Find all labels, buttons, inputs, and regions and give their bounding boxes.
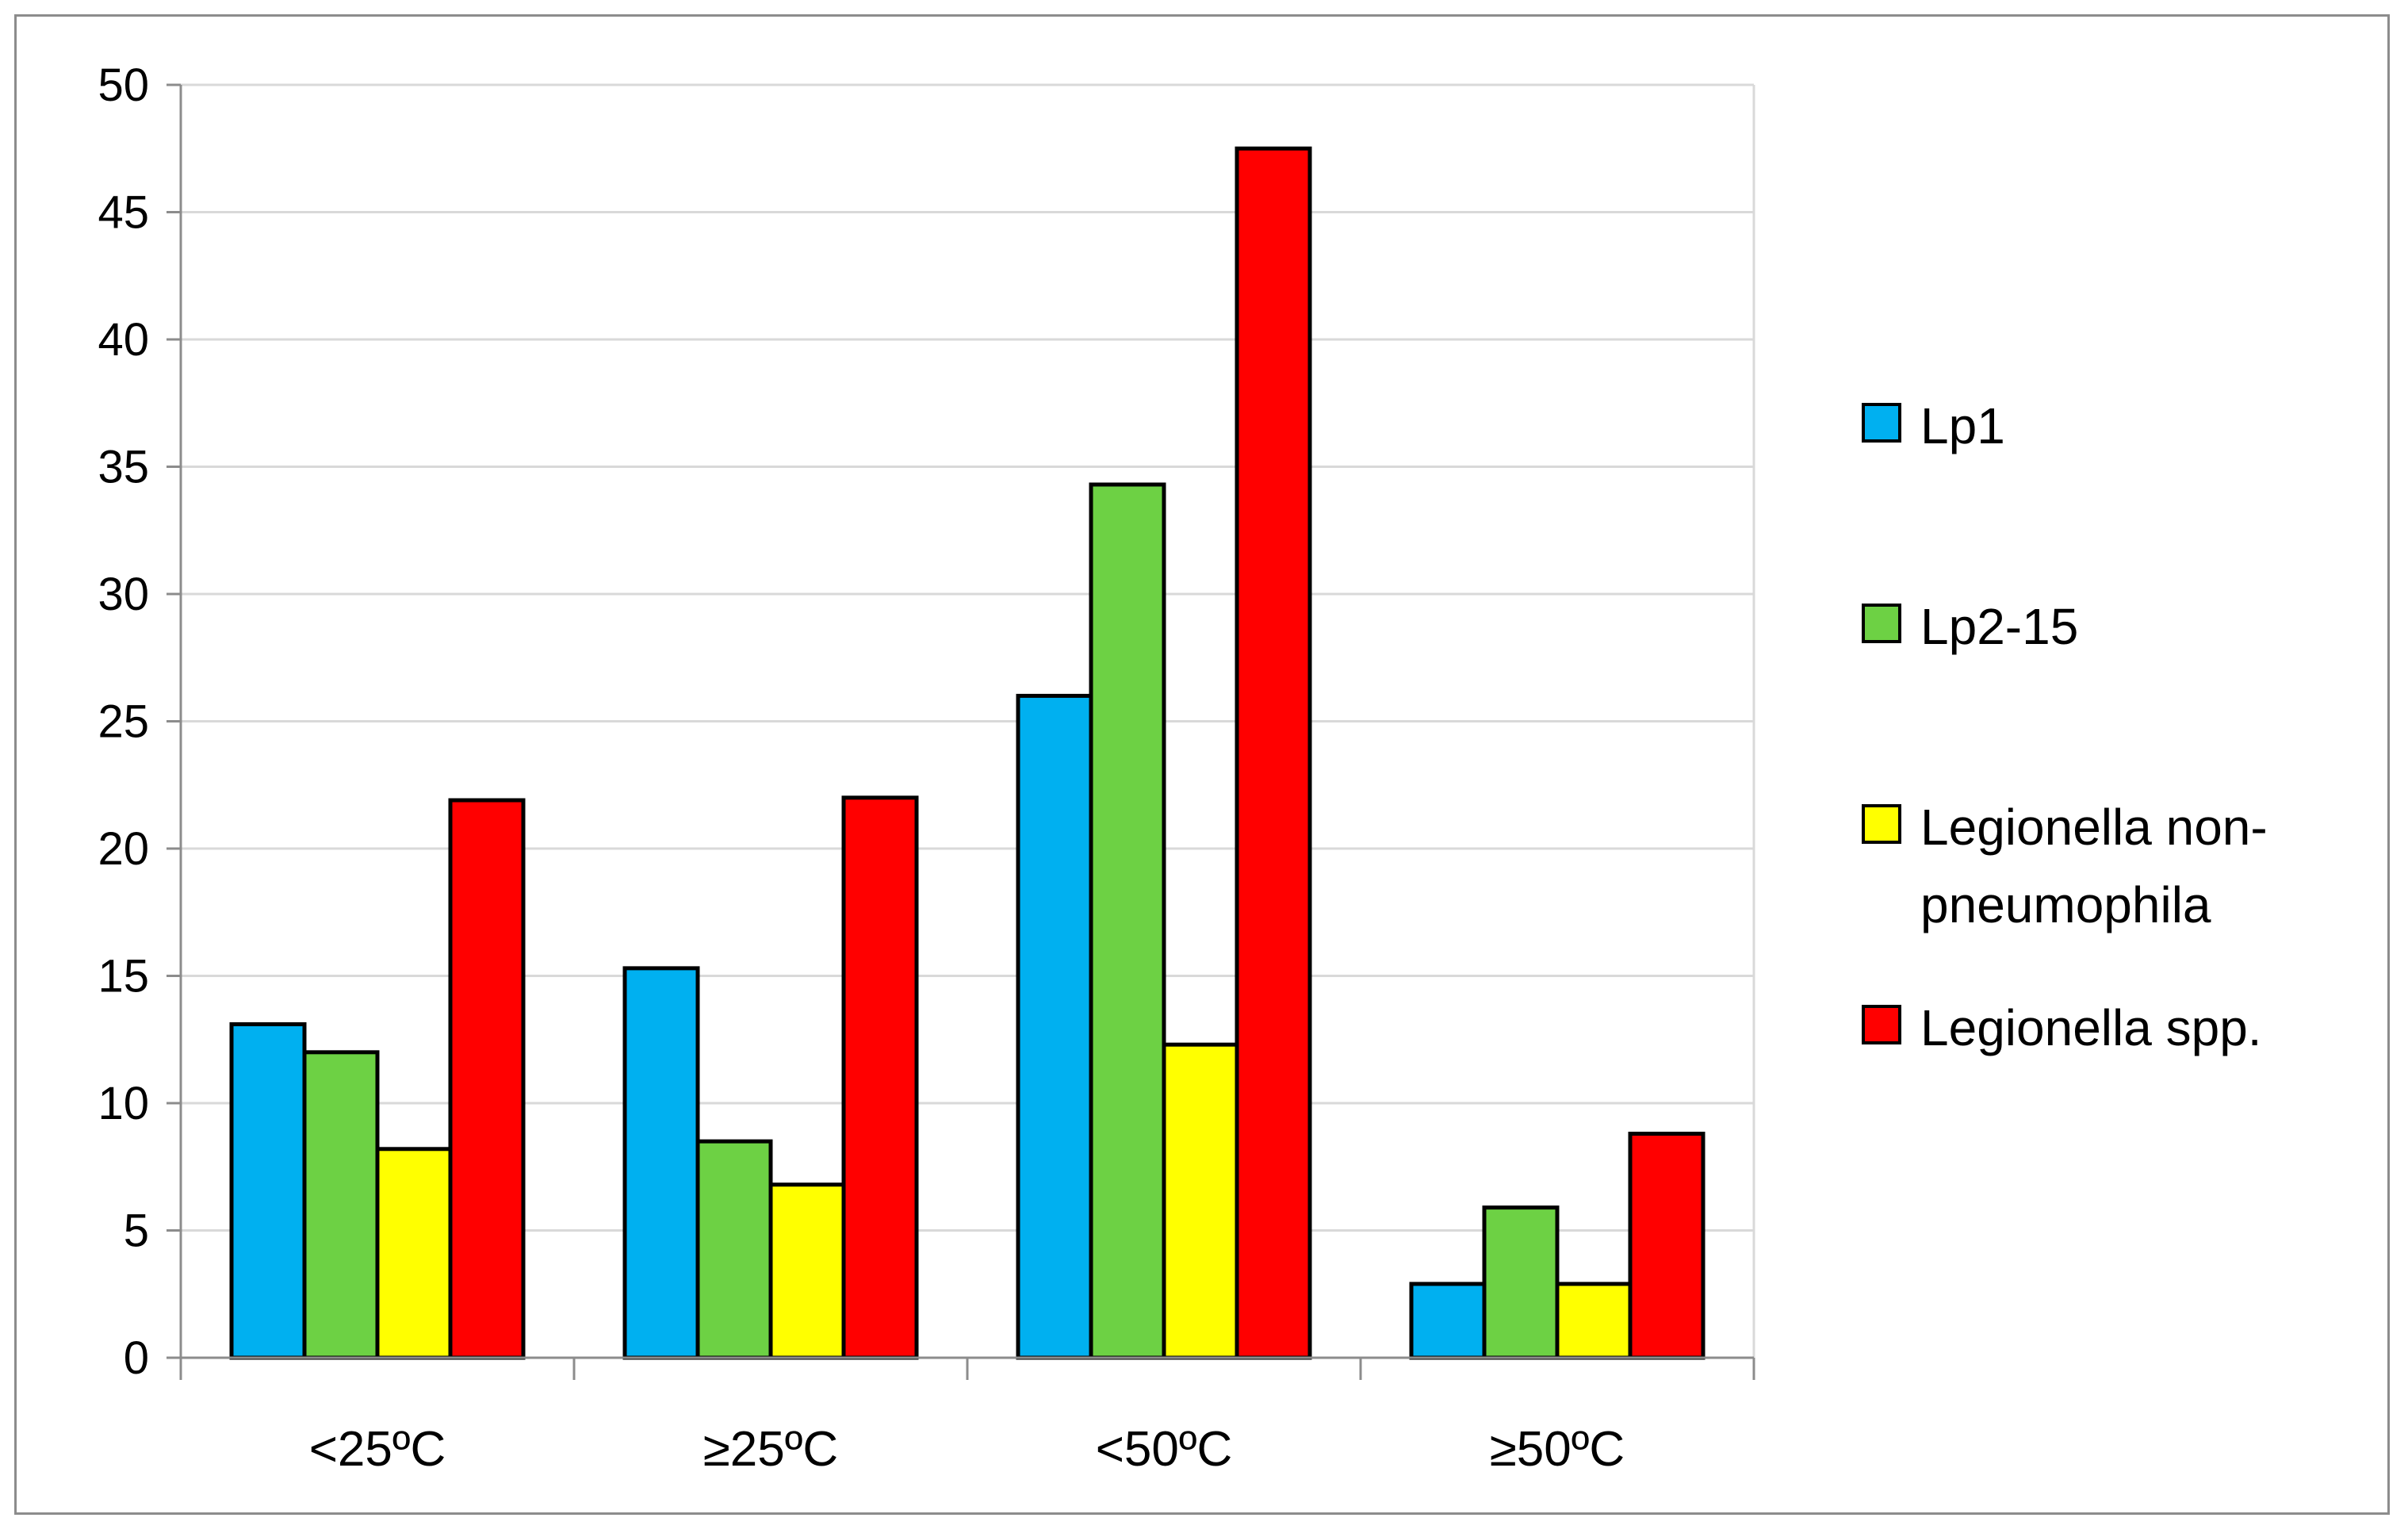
y-tick-label: 50: [98, 59, 149, 111]
legend-swatch: [1862, 604, 1901, 643]
y-tick-label: 40: [98, 314, 149, 366]
y-tick-label: 10: [98, 1078, 149, 1129]
legend-label: Legionella spp.: [1920, 999, 2262, 1056]
legend-label: pneumophila: [1920, 876, 2211, 933]
bar-lp2-15-0: [302, 1050, 380, 1360]
bar-lp2-15-1: [695, 1139, 773, 1360]
category-label: ≥50ºC: [1490, 1422, 1625, 1477]
y-tick-label: 15: [98, 951, 149, 1002]
category-labels: <25ºC ≥25ºC <50ºC ≥50ºC: [309, 1422, 1625, 1477]
legend-label: Lp1: [1920, 397, 2005, 454]
bar-lp2-15-3: [1482, 1205, 1560, 1360]
bar-lp2-15-2: [1089, 482, 1166, 1360]
legend-label: Legionella non-: [1920, 799, 2268, 856]
category-label: ≥25ºC: [703, 1422, 838, 1477]
bar-lp1-1: [622, 966, 700, 1360]
bar-legionella-spp--0: [448, 798, 526, 1360]
y-tick-label: 35: [98, 442, 149, 493]
legend-swatch: [1862, 403, 1901, 443]
bar-lp1-0: [229, 1021, 307, 1360]
y-tick-label: 25: [98, 696, 149, 748]
legend: Lp1 Lp2-15 Legionella non-pneumophila Legio…: [1862, 397, 2268, 1056]
bar-legionella-spp--2: [1235, 146, 1312, 1360]
bars: [229, 146, 1706, 1360]
y-tick-label: 20: [98, 823, 149, 875]
legend-label: Lp2-15: [1920, 598, 2078, 655]
legend-swatch: [1862, 1005, 1901, 1044]
legend-swatch: [1862, 804, 1901, 844]
axes: [167, 83, 1755, 1380]
y-tick-label: 5: [124, 1205, 149, 1257]
y-tick-label: 30: [98, 569, 149, 620]
category-label: <25ºC: [309, 1422, 446, 1477]
y-tick-labels: 0 5 10 15 20 25 30 35 40 45 50: [98, 59, 149, 1384]
y-tick-label: 45: [98, 187, 149, 239]
bar-lp1-2: [1016, 693, 1093, 1360]
bar-legionella-non-pneumophila-3: [1555, 1282, 1633, 1360]
bar-legionella-non-pneumophila-2: [1162, 1042, 1239, 1360]
bar-legionella-non-pneumophila-0: [375, 1147, 453, 1360]
bar-legionella-spp--3: [1628, 1132, 1706, 1360]
bar-lp1-3: [1409, 1282, 1487, 1360]
bar-legionella-non-pneumophila-1: [768, 1182, 846, 1360]
category-label: <50ºC: [1096, 1422, 1233, 1477]
y-tick-label: 0: [124, 1332, 149, 1384]
bar-legionella-spp--1: [841, 795, 919, 1360]
